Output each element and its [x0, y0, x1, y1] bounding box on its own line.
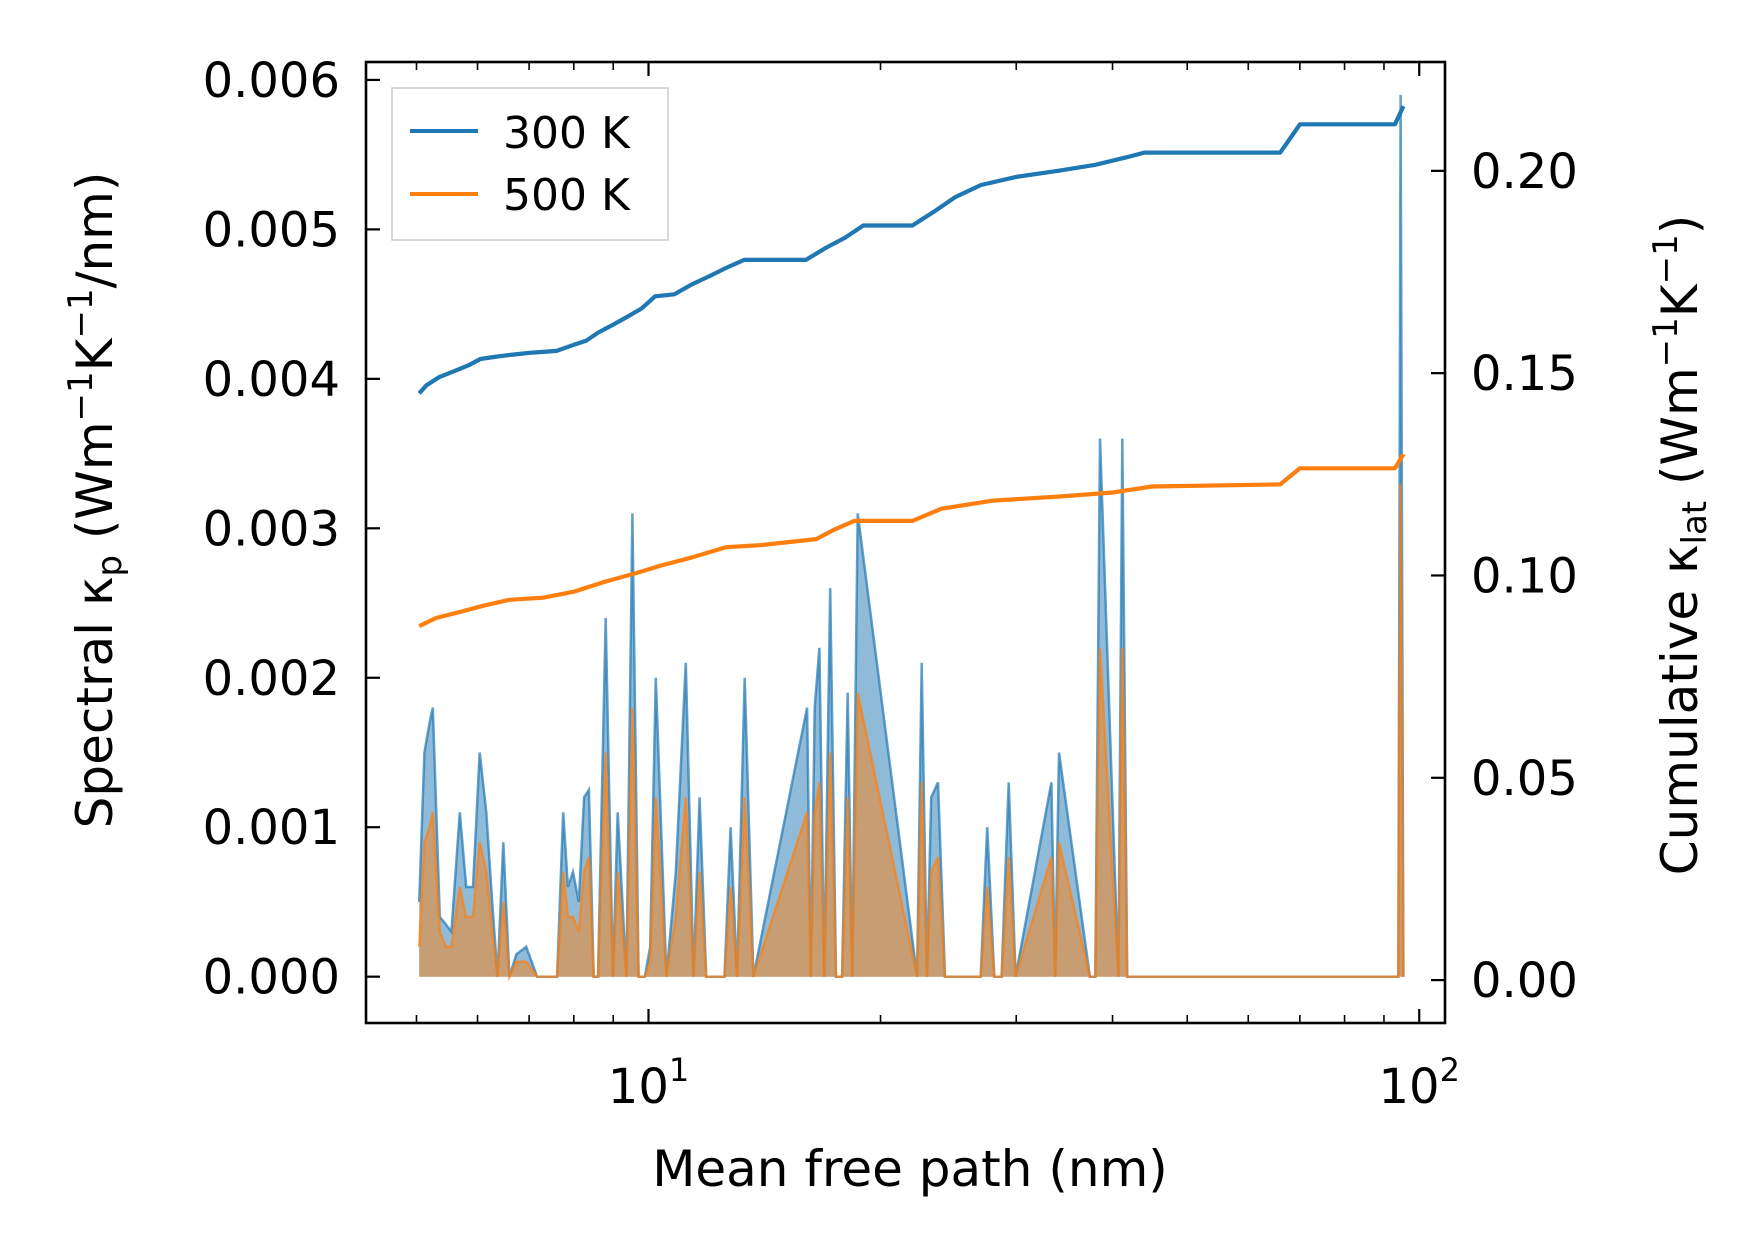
cumulative-line-300k [417, 105, 1406, 395]
right-y-tick-label: 0.10 [1471, 548, 1578, 604]
right-y-axis-title: Cumulative κlat (Wm−1K−1) [1646, 215, 1715, 875]
legend-label-300k: 300 K [503, 108, 631, 159]
x-tick-label: 101 [608, 1051, 689, 1115]
tick-layer: 0.000 0.001 0.002 0.003 0.004 0.005 0.006 0.00 0… [203, 53, 1578, 1115]
left-y-axis-title: Spectral κp (Wm−1K−1/nm) [61, 172, 130, 829]
x-tick-label: 102 [1379, 1051, 1460, 1115]
right-y-tick-label: 0.00 [1471, 953, 1578, 1009]
left-y-tick-label: 0.003 [203, 501, 340, 557]
line-layer [417, 105, 1406, 628]
axes-frame [364, 60, 1447, 1025]
left-y-tick-label: 0.006 [203, 53, 340, 109]
right-y-tick-label: 0.05 [1471, 751, 1578, 807]
left-y-tick-label: 0.002 [203, 651, 340, 707]
x-axis-title: Mean free path (nm) [652, 1140, 1168, 1198]
right-y-tick-label: 0.20 [1471, 144, 1578, 200]
spectral-fill-layer [417, 94, 1405, 982]
legend: 300 K 500 K [391, 87, 669, 241]
left-y-tick-label: 0.005 [203, 202, 340, 258]
left-y-tick-label: 0.004 [203, 352, 340, 408]
left-y-tick-label: 0.001 [203, 800, 340, 856]
spectral-line-500k [417, 483, 1405, 982]
cumulative-line-500k [418, 453, 1406, 628]
right-y-tick-label: 0.15 [1471, 346, 1578, 402]
legend-box [391, 87, 669, 241]
legend-label-500k: 500 K [503, 170, 631, 221]
left-y-tick-label: 0.000 [203, 950, 340, 1006]
